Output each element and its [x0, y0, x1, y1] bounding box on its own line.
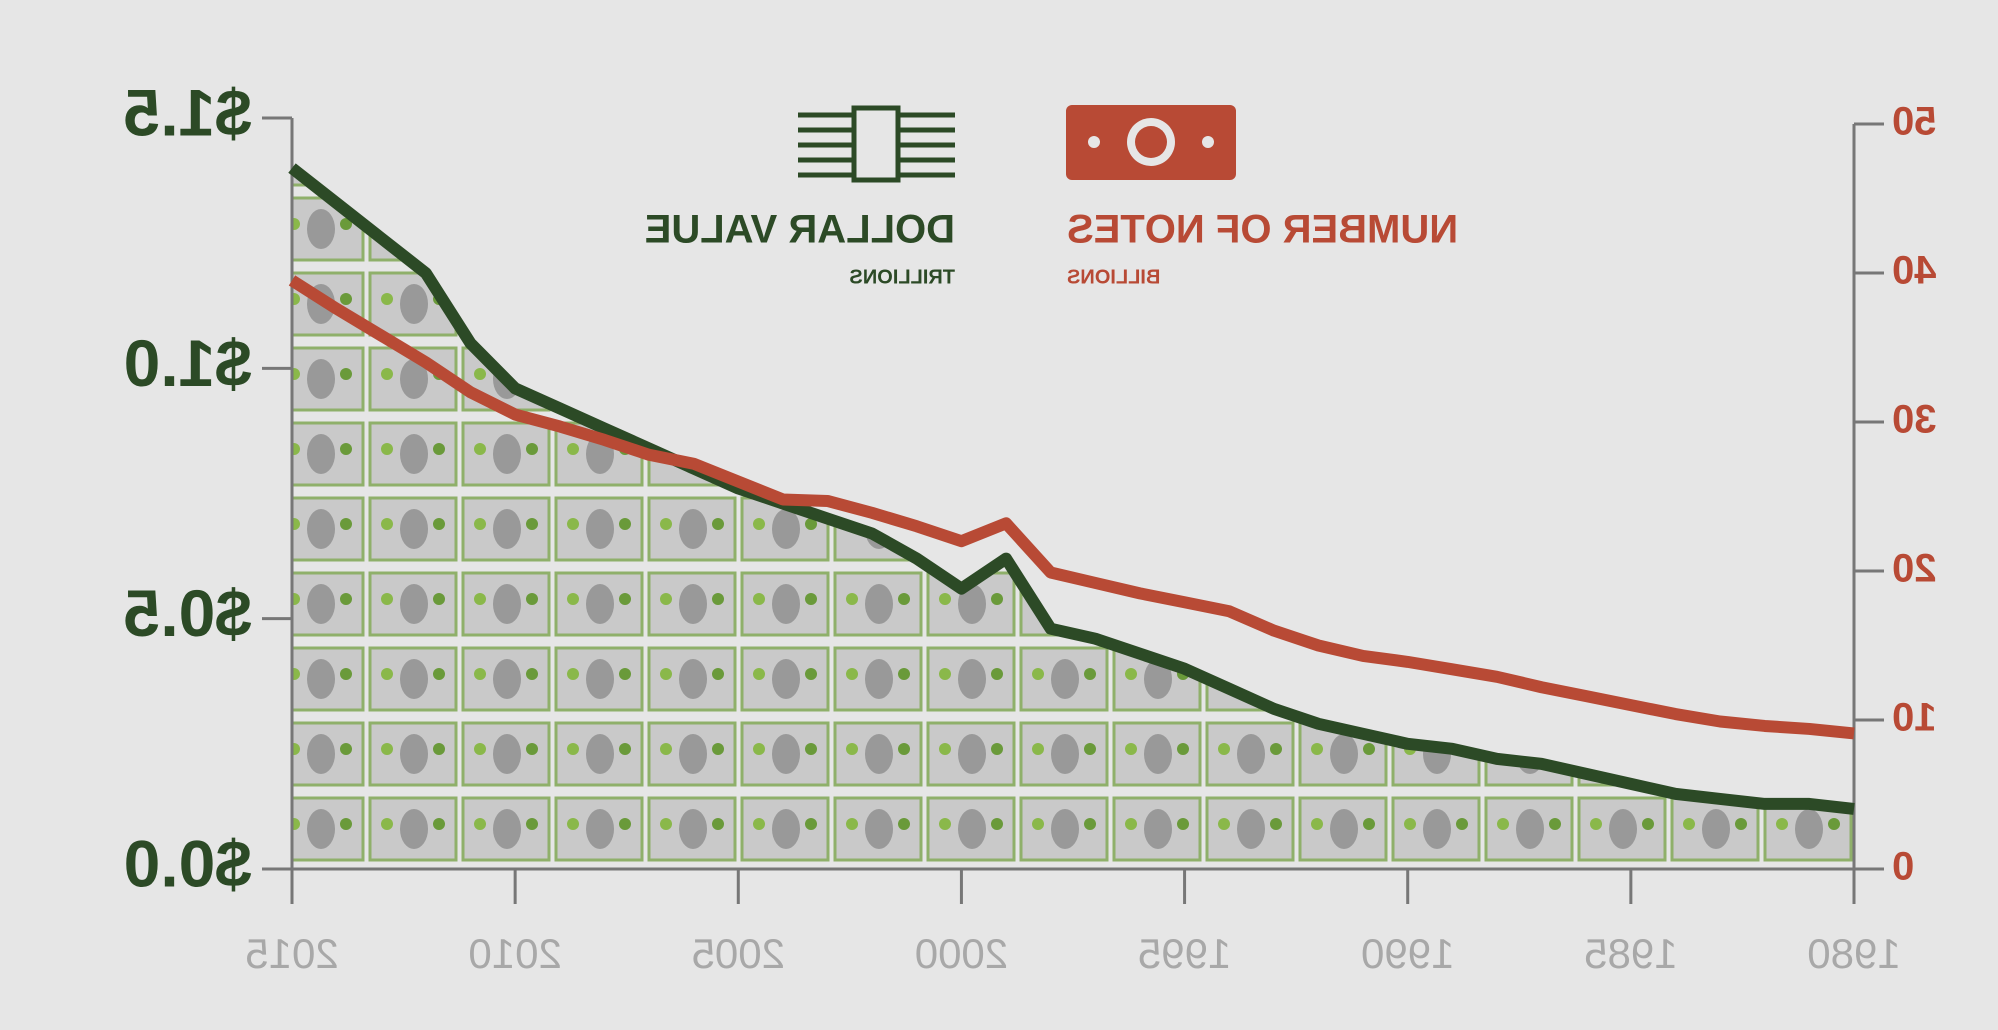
notes-icon	[1066, 105, 1236, 180]
legend-sublabel: TRILLIONS	[849, 266, 955, 288]
x-tick-label: 2005	[692, 930, 785, 977]
x-tick-label: 2010	[468, 930, 561, 977]
y2-tick-label: $0.0	[124, 826, 252, 900]
y-tick-label: 50	[1892, 100, 1937, 144]
y2-tick-label: $1.5	[124, 75, 252, 149]
legend-label: DOLLAR VALUE	[645, 208, 955, 252]
y2-tick-label: $0.5	[124, 576, 252, 650]
legend-sublabel: BILLIONS	[1067, 266, 1160, 288]
x-tick-label: 1995	[1138, 930, 1231, 977]
page: NUMBER OF NOTES BILLIONS DOLLAR VALUE TR…	[0, 0, 1998, 1030]
x-tick-label: 2015	[245, 930, 338, 977]
x-tick-label: 1985	[1584, 930, 1677, 977]
y-tick-label: 40	[1892, 249, 1937, 293]
x-tick-label: 1980	[1807, 930, 1900, 977]
y-tick-label: 20	[1892, 547, 1937, 591]
x-tick-label: 1990	[1361, 930, 1454, 977]
y-tick-label: 30	[1892, 398, 1937, 442]
x-tick-label: 2000	[915, 930, 1008, 977]
chart: NUMBER OF NOTES BILLIONS DOLLAR VALUE TR…	[0, 0, 1998, 1030]
y-tick-label: 0	[1892, 845, 1914, 889]
y-tick-label: 10	[1892, 696, 1937, 740]
legend-label: NUMBER OF NOTES	[1067, 208, 1458, 252]
y2-tick-label: $1.0	[124, 326, 252, 400]
